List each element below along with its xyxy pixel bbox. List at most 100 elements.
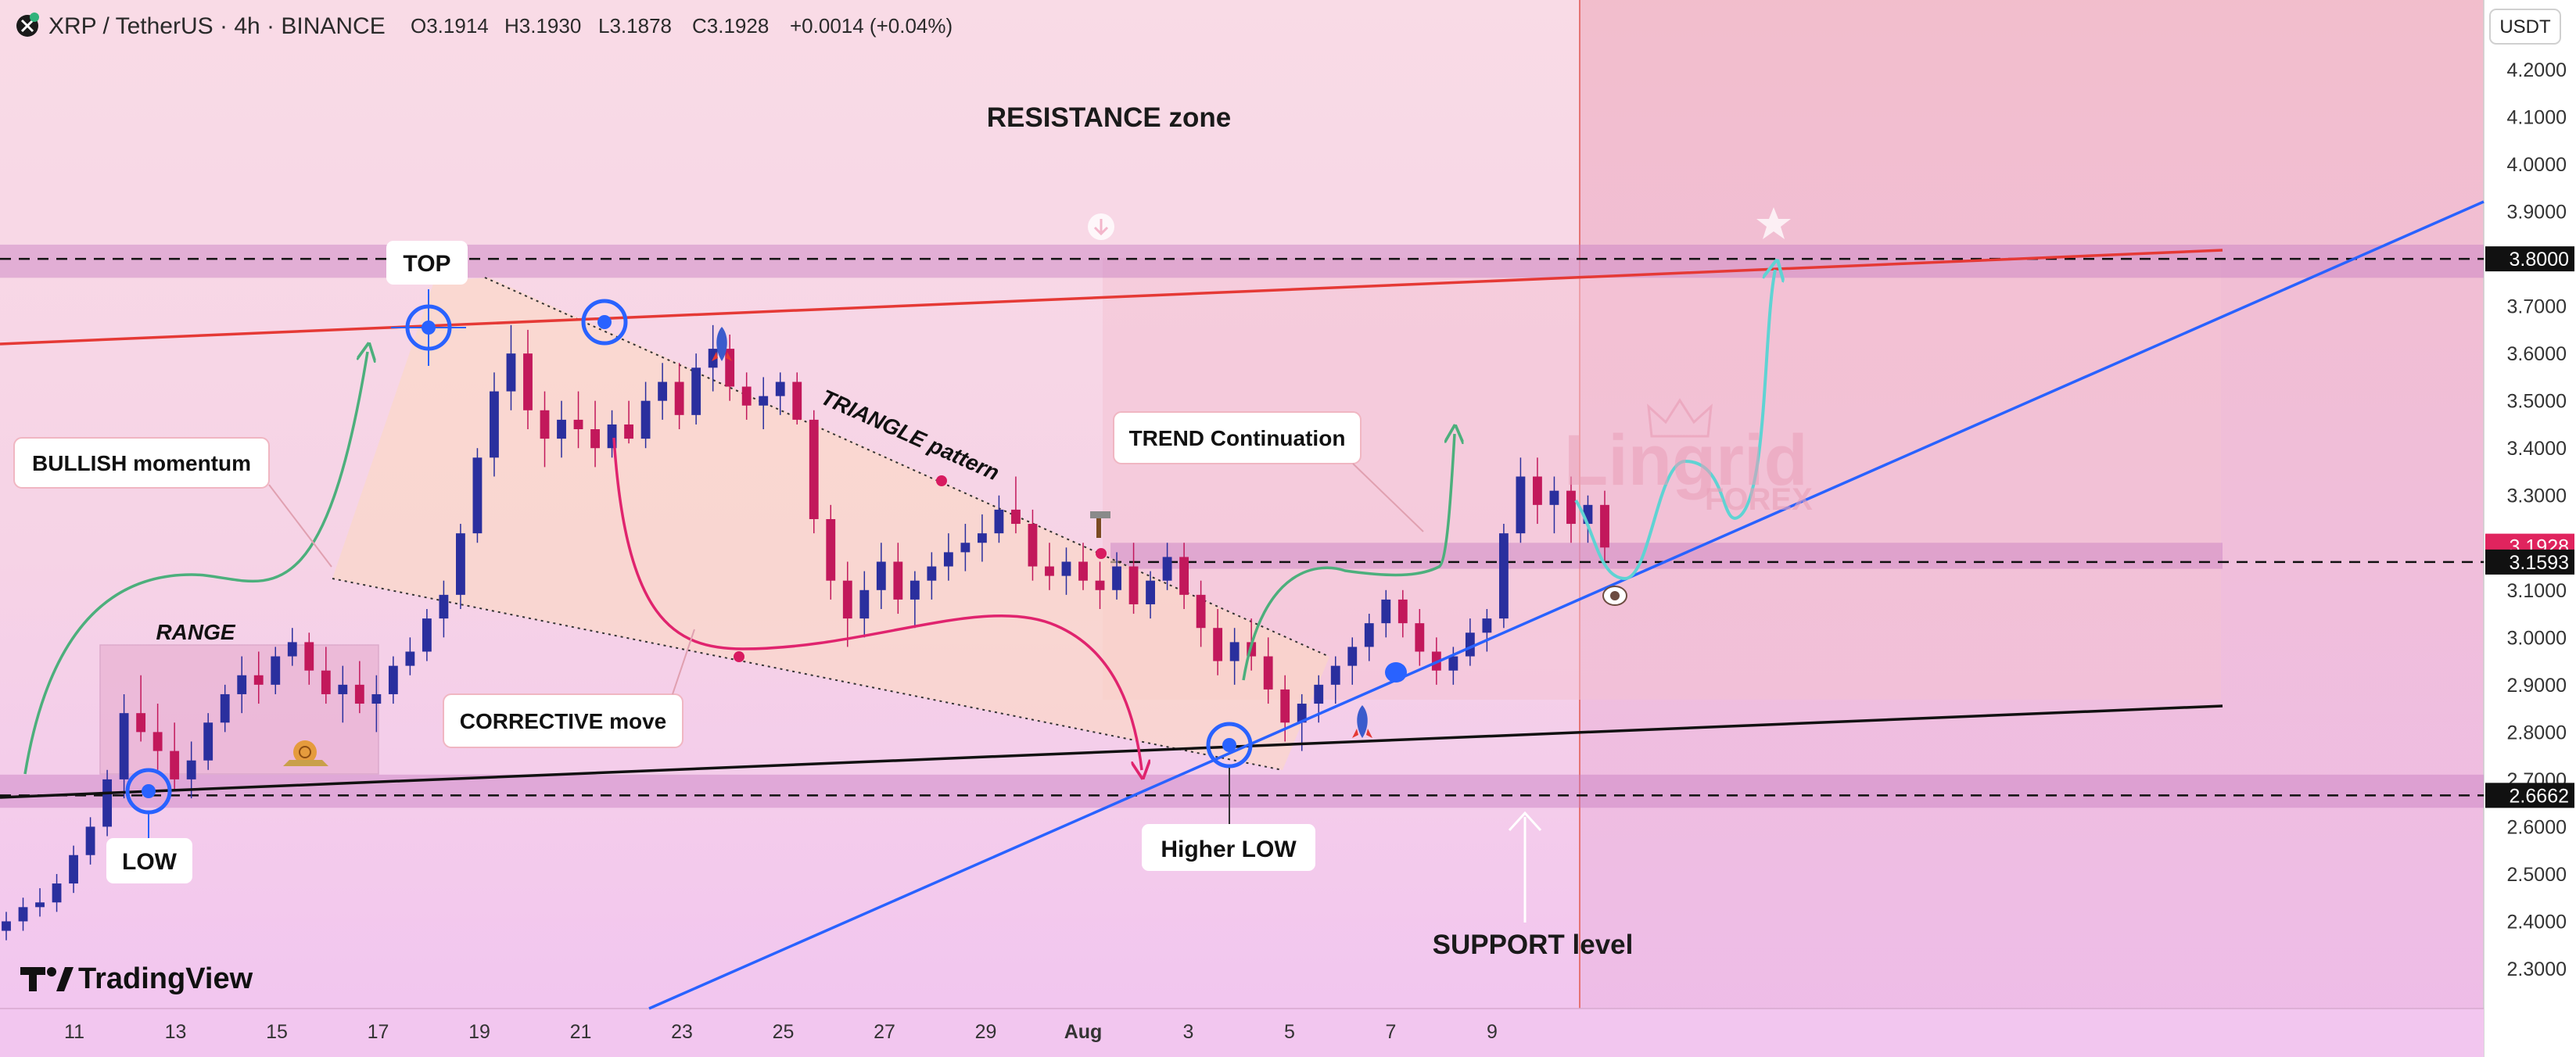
candle xyxy=(472,448,483,543)
rocket-icon-2 xyxy=(1352,705,1372,738)
currency-button[interactable]: USDT xyxy=(2489,9,2561,45)
corrective-move-box: CORRECTIVE move xyxy=(443,693,683,748)
candle xyxy=(1381,589,1391,638)
candle xyxy=(691,353,701,425)
candle xyxy=(523,329,533,429)
zone-key xyxy=(1110,543,2223,569)
candle xyxy=(152,704,163,770)
candle xyxy=(640,382,651,449)
price-tag-key: 3.1593 xyxy=(2485,549,2574,575)
zone-resistance xyxy=(0,244,2484,278)
top-marker-1 xyxy=(391,289,466,366)
candle xyxy=(2,912,11,941)
candle xyxy=(1112,552,1121,600)
ohlc-low: L3.1878 xyxy=(598,14,672,38)
time-axis-background xyxy=(0,1009,2484,1057)
time-tick-label: 19 xyxy=(468,1021,490,1043)
candle xyxy=(1397,589,1408,638)
svg-text:3.8000: 3.8000 xyxy=(2510,249,2569,271)
eye-icon xyxy=(1602,586,1627,606)
candle xyxy=(927,552,937,600)
price-tick-label: 3.7000 xyxy=(2507,296,2567,318)
crown-icon xyxy=(1647,398,1713,438)
candle xyxy=(809,410,819,534)
time-tick-label: 9 xyxy=(1487,1021,1498,1043)
candle xyxy=(506,324,516,410)
bullish-momentum-box: BULLISH momentum xyxy=(13,437,270,489)
rocket-icon-1 xyxy=(712,327,732,361)
candles-layer xyxy=(2,324,1609,941)
pivot-dot-2 xyxy=(936,475,947,486)
candle xyxy=(1465,618,1475,666)
candle xyxy=(775,372,785,415)
candle xyxy=(1280,675,1290,742)
candle xyxy=(119,693,129,799)
candle xyxy=(439,580,449,638)
svg-text:3.1593: 3.1593 xyxy=(2510,552,2569,574)
ohlc-high: H3.1930 xyxy=(504,14,581,38)
candle xyxy=(304,632,314,685)
time-tick-label: 7 xyxy=(1386,1021,1397,1043)
trend-continuation-box: TREND Continuation xyxy=(1113,411,1362,464)
candle xyxy=(203,713,213,770)
candle xyxy=(170,722,180,789)
triangle-lower-edge xyxy=(332,578,1283,771)
candle xyxy=(557,400,566,458)
candle xyxy=(1482,609,1492,652)
time-tick-label: 11 xyxy=(64,1021,84,1043)
candle xyxy=(573,391,583,449)
uptrend-line xyxy=(648,200,2485,1010)
candle xyxy=(1600,490,1609,562)
candle xyxy=(994,495,1004,543)
time-tick-label: 29 xyxy=(975,1021,997,1043)
candle xyxy=(321,647,331,704)
higher-low-marker xyxy=(1206,722,1253,825)
time-tick-label: 27 xyxy=(874,1021,895,1043)
top-label-box: TOP xyxy=(386,241,468,285)
hammer-icon xyxy=(1090,511,1110,538)
candle xyxy=(1229,628,1240,685)
down-arrow-circle-icon xyxy=(1088,213,1114,240)
candle xyxy=(1533,457,1542,525)
candle xyxy=(1213,609,1223,675)
symbol-title[interactable]: XRP / TetherUS · 4h · BINANCE xyxy=(48,13,386,39)
candle xyxy=(1146,571,1155,619)
time-tick-label: 3 xyxy=(1183,1021,1194,1043)
price-tick-label: 4.1000 xyxy=(2507,107,2567,129)
time-tick-label: 5 xyxy=(1284,1021,1295,1043)
snail-icon xyxy=(283,740,328,766)
price-tick-label: 3.6000 xyxy=(2507,343,2567,365)
projection-box xyxy=(1103,258,2221,700)
candle xyxy=(1128,543,1139,614)
watermark-title: Lingrid xyxy=(1564,421,1808,500)
candle xyxy=(371,675,382,733)
price-tick-label: 4.0000 xyxy=(2507,154,2567,176)
candle xyxy=(1263,637,1273,704)
price-tick-label: 3.3000 xyxy=(2507,486,2567,507)
candle xyxy=(876,543,886,609)
zone-support xyxy=(0,774,2484,808)
support-level-label: SUPPORT level xyxy=(1433,930,1634,960)
candle xyxy=(1498,524,1509,629)
price-tick-label: 2.3000 xyxy=(2507,958,2567,980)
candle xyxy=(590,400,600,468)
candle xyxy=(1028,509,1038,581)
higher-low-box: Higher LOW xyxy=(1142,824,1315,871)
candle xyxy=(658,363,668,420)
candle xyxy=(1162,543,1172,590)
price-axis-ticks: 4.2000 4.1000 4.0000 3.9000 3.8000 3.7000 3.60… xyxy=(2507,59,2567,980)
candle xyxy=(708,324,718,392)
candle xyxy=(1179,543,1189,609)
candle xyxy=(18,898,28,931)
candle xyxy=(220,684,230,733)
tradingview-logo[interactable]: TradingView xyxy=(20,962,253,995)
candle xyxy=(674,363,684,429)
candle xyxy=(1549,476,1559,534)
candle xyxy=(1095,561,1105,609)
candle xyxy=(490,372,499,477)
support-arrow-head xyxy=(1508,811,1542,832)
candle xyxy=(388,656,398,704)
svg-text:BULLISH momentum: BULLISH momentum xyxy=(32,451,251,475)
candle xyxy=(759,377,769,429)
